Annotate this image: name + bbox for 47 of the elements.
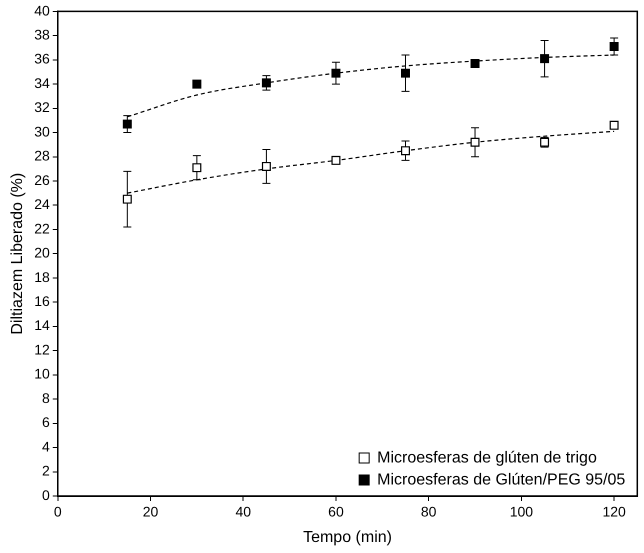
point — [401, 146, 410, 156]
x-tick-label: 40 — [235, 503, 252, 520]
y-tick-label: 20 — [34, 244, 50, 261]
y-tick-label: 28 — [34, 148, 50, 164]
y-tick-label: 22 — [34, 220, 50, 236]
point — [470, 59, 480, 68]
y-tick-label: 18 — [34, 268, 50, 285]
point — [192, 163, 202, 172]
y-tick-label: 30 — [34, 123, 50, 140]
y-tick-label: 4 — [42, 438, 50, 454]
y-tick-label: 0 — [42, 486, 50, 503]
y-tick-label: 32 — [34, 99, 50, 116]
point — [401, 68, 410, 78]
point — [331, 156, 340, 165]
point — [262, 78, 271, 88]
point — [262, 162, 271, 171]
y-tick-label: 10 — [34, 366, 50, 382]
point — [610, 120, 619, 130]
y-tick-label: 16 — [34, 293, 50, 310]
point — [540, 54, 550, 64]
y-tick-label: 2 — [42, 462, 50, 479]
point — [470, 138, 480, 147]
y-tick-label: 34 — [34, 74, 50, 91]
point — [192, 80, 202, 89]
y-tick-label: 8 — [42, 390, 50, 406]
point — [122, 194, 132, 204]
x-tick-label: 20 — [142, 503, 158, 520]
point — [331, 68, 340, 78]
x-tick-label: 120 — [602, 503, 626, 520]
x-tick-label: 60 — [328, 503, 344, 520]
y-axis-title: Diltiazem Liberado (%) — [9, 172, 26, 335]
legend-label: Microesferas de glúten de trigo — [377, 449, 597, 466]
y-tick-label: 36 — [34, 50, 50, 67]
x-tick-label: 100 — [510, 503, 534, 520]
y-tick-label: 40 — [34, 2, 50, 18]
point — [610, 42, 619, 52]
point — [122, 120, 132, 129]
y-tick-label: 24 — [34, 196, 50, 212]
y-tick-label: 6 — [42, 414, 50, 430]
y-tick-label: 12 — [34, 341, 50, 358]
y-tick-label: 26 — [34, 172, 50, 188]
x-tick-label: 0 — [54, 503, 62, 520]
x-axis-title: Tempo (min) — [303, 528, 392, 546]
y-tick-label: 38 — [34, 26, 50, 42]
x-tick-label: 80 — [420, 503, 437, 520]
y-tick-label: 14 — [34, 317, 50, 334]
legend-label: Microesferas de Glúten/PEG 95/05 — [377, 471, 626, 488]
